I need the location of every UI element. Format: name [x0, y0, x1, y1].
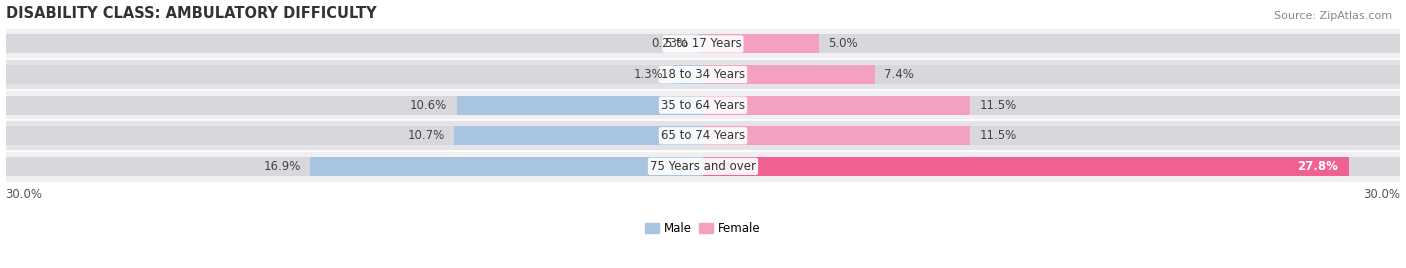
Bar	[703, 35, 820, 53]
Text: 30.0%: 30.0%	[1364, 188, 1400, 202]
Text: 35 to 64 Years: 35 to 64 Years	[661, 99, 745, 112]
Text: 5 to 17 Years: 5 to 17 Years	[665, 38, 741, 50]
Text: 30.0%: 30.0%	[6, 188, 42, 202]
Bar	[457, 96, 703, 115]
Bar	[6, 90, 1400, 121]
Bar	[454, 126, 703, 145]
Text: 65 to 74 Years: 65 to 74 Years	[661, 129, 745, 142]
Bar	[6, 29, 1400, 59]
Text: 75 Years and over: 75 Years and over	[650, 160, 756, 173]
Text: 10.6%: 10.6%	[411, 99, 447, 112]
Bar	[6, 126, 1400, 145]
Bar	[6, 157, 1400, 176]
Text: 5.0%: 5.0%	[828, 38, 858, 50]
Bar	[311, 157, 703, 176]
Text: 10.7%: 10.7%	[408, 129, 444, 142]
Legend: Male, Female: Male, Female	[641, 218, 765, 240]
Bar	[6, 121, 1400, 151]
Bar	[703, 157, 1350, 176]
Bar	[703, 96, 970, 115]
Bar	[6, 59, 1400, 90]
Text: 7.4%: 7.4%	[884, 68, 914, 81]
Bar	[673, 65, 703, 84]
Text: 1.3%: 1.3%	[634, 68, 664, 81]
Text: 11.5%: 11.5%	[980, 129, 1017, 142]
Text: 0.23%: 0.23%	[651, 38, 689, 50]
Text: 27.8%: 27.8%	[1296, 160, 1337, 173]
Bar	[703, 65, 875, 84]
Bar	[703, 126, 970, 145]
Bar	[6, 96, 1400, 115]
Bar	[6, 151, 1400, 182]
Text: 11.5%: 11.5%	[980, 99, 1017, 112]
Bar	[6, 65, 1400, 84]
Text: DISABILITY CLASS: AMBULATORY DIFFICULTY: DISABILITY CLASS: AMBULATORY DIFFICULTY	[6, 6, 377, 21]
Text: 18 to 34 Years: 18 to 34 Years	[661, 68, 745, 81]
Text: Source: ZipAtlas.com: Source: ZipAtlas.com	[1274, 11, 1392, 21]
Bar	[697, 35, 703, 53]
Text: 16.9%: 16.9%	[263, 160, 301, 173]
Bar	[6, 35, 1400, 53]
